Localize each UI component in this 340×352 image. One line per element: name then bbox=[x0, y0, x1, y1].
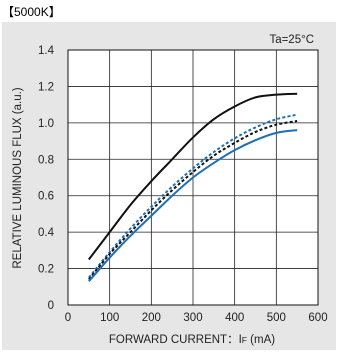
y-axis-label: RELATIVE LUMINOUS FLUX (a.u.) bbox=[12, 87, 24, 268]
series-line-4 bbox=[88, 129, 298, 282]
series-line-1 bbox=[88, 92, 298, 261]
x-tick-label: 0 bbox=[65, 312, 71, 324]
plot-border bbox=[67, 49, 319, 306]
series-line-2 bbox=[88, 113, 298, 279]
y-tick-label: 0.2 bbox=[38, 264, 54, 276]
x-tick-label: 200 bbox=[142, 312, 161, 324]
y-tick-label: 0.6 bbox=[38, 191, 54, 203]
chart-header-label: 【5000K】 bbox=[2, 5, 61, 19]
x-tick-label: 600 bbox=[308, 312, 327, 324]
y-tick-label: 0.8 bbox=[38, 154, 54, 166]
x-tick-label: 500 bbox=[267, 312, 286, 324]
series-lines bbox=[88, 92, 298, 282]
y-tick-label: 0.4 bbox=[38, 227, 55, 239]
x-axis-label: FORWARD CURRENT：IF (mA) bbox=[109, 334, 275, 346]
temperature-annotation: Ta=25°C bbox=[269, 34, 314, 46]
tick-labels: 0 100 200 300 400 500 600 0 0.2 0.4 0.6 0.8 1.0 1.2 1.… bbox=[38, 45, 328, 324]
y-tick-label: 1.2 bbox=[38, 81, 54, 93]
y-tick-label: 1.0 bbox=[38, 118, 54, 130]
y-tick-label: 1.4 bbox=[38, 45, 55, 57]
x-tick-label: 400 bbox=[225, 312, 244, 324]
series-line-3 bbox=[88, 120, 298, 281]
y-tick-label: 0 bbox=[48, 300, 54, 312]
x-tick-label: 100 bbox=[100, 312, 119, 324]
x-tick-label: 300 bbox=[183, 312, 202, 324]
